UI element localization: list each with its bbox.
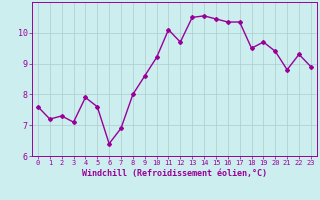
X-axis label: Windchill (Refroidissement éolien,°C): Windchill (Refroidissement éolien,°C)	[82, 169, 267, 178]
